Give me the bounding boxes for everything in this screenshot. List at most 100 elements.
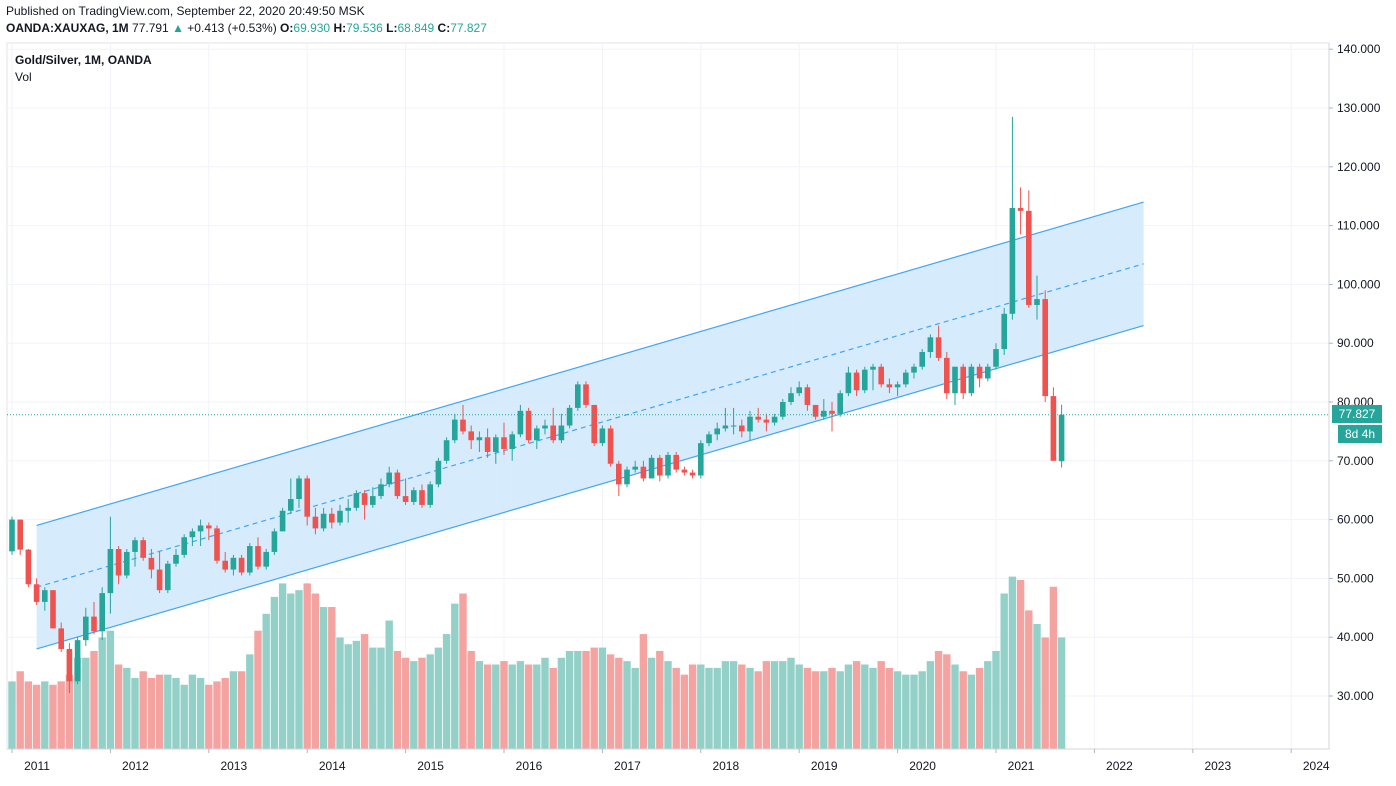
time-tick-label: 2017 <box>614 759 641 773</box>
candle-body <box>304 478 310 517</box>
time-tick-label: 2013 <box>220 759 247 773</box>
candle-body <box>279 510 286 532</box>
candle-body <box>878 366 884 385</box>
candle-body <box>173 554 179 564</box>
candle-body <box>452 419 458 441</box>
candle-body <box>665 454 671 476</box>
candle-body <box>247 546 253 573</box>
last-price: 77.791 <box>132 21 169 35</box>
volume-bar <box>746 667 754 749</box>
candle-body <box>443 440 450 461</box>
candle-body <box>132 540 138 552</box>
candle-body <box>427 484 433 505</box>
volume-bar <box>828 667 836 749</box>
channel-middle-line[interactable] <box>36 263 1144 588</box>
candle-body <box>460 419 466 432</box>
candle-body <box>960 366 966 394</box>
volume-bar <box>82 657 90 749</box>
volume-bar <box>24 681 33 749</box>
volume-bar <box>951 664 959 749</box>
candle-body <box>517 410 524 435</box>
volume-bar <box>762 661 771 749</box>
candle-body <box>42 590 48 602</box>
candle-body <box>165 563 171 591</box>
time-tick-label: 2018 <box>712 759 739 773</box>
candle-body <box>484 437 491 452</box>
volume-bar <box>705 667 713 749</box>
candle-body <box>829 410 835 414</box>
volume-bar <box>410 661 418 749</box>
volume-bar <box>975 667 984 749</box>
volume-bar <box>360 634 369 749</box>
volume-bar <box>926 661 935 749</box>
parallel-channel[interactable] <box>36 201 1144 650</box>
volume-bar <box>984 661 992 749</box>
time-tick-label: 2021 <box>1008 759 1035 773</box>
volume-bar <box>557 657 566 749</box>
volume-bar <box>770 661 779 749</box>
candle-body <box>378 484 384 497</box>
channel-upper-line[interactable] <box>36 201 1144 527</box>
volume-bar <box>803 667 812 749</box>
candle-body <box>591 404 597 444</box>
published-note: Published on TradingView.com, September … <box>6 4 365 18</box>
volume-bar <box>278 583 287 749</box>
time-tick-label: 2011 <box>24 759 50 773</box>
candle-body <box>493 437 499 452</box>
quote-line: OANDA:XAUXAG, 1M 77.791 ▲ +0.413 (+0.53%… <box>6 21 487 35</box>
volume-bar <box>779 661 787 749</box>
candle-body <box>812 404 819 417</box>
candle-body <box>91 616 97 632</box>
series-legend[interactable]: Gold/Silver, 1M, OANDA <box>15 53 152 67</box>
candle-body <box>870 366 876 370</box>
price-tick-label: 70.000 <box>1337 454 1374 468</box>
volume-bar <box>352 640 361 749</box>
volume-bar <box>492 664 500 749</box>
volume-bar <box>196 678 205 749</box>
volume-bar <box>65 674 74 749</box>
volume-bar <box>114 664 123 749</box>
candle-body <box>320 513 327 529</box>
price-tick-label: 110.000 <box>1337 219 1380 233</box>
volume-bar <box>344 644 352 749</box>
candle-body <box>107 549 114 594</box>
volume-bar <box>943 654 951 749</box>
candle-body <box>673 454 679 470</box>
volume-bar <box>1000 593 1008 749</box>
volume-bar <box>893 671 902 749</box>
candle-body <box>222 560 228 570</box>
volume-bar <box>123 667 131 749</box>
candle-body <box>1042 299 1048 397</box>
volume-bar <box>426 654 434 749</box>
candle-body <box>17 519 23 550</box>
channel-lower-line[interactable] <box>36 324 1144 650</box>
candle-body <box>919 352 925 367</box>
low-value: 68.849 <box>397 21 435 35</box>
candle-body <box>648 457 655 479</box>
candle-body <box>862 369 868 391</box>
volume-bar <box>549 667 557 749</box>
volume-bar <box>180 684 188 749</box>
candle-body <box>976 366 983 379</box>
candle-body <box>419 490 425 505</box>
volume-bar <box>295 590 303 749</box>
price-tick-label: 130.000 <box>1337 101 1381 115</box>
candle-body <box>386 472 392 485</box>
candle-body <box>230 557 237 570</box>
volume-legend[interactable]: Vol <box>15 70 32 84</box>
volume-bar <box>8 681 16 749</box>
volume-bar <box>1041 637 1049 749</box>
time-axis[interactable]: 2011 2012 2013 2014 2015 2016 2017 2018 2019 2020… <box>11 749 1330 773</box>
volume-bar <box>811 671 820 749</box>
candle-body <box>771 416 778 423</box>
volume-bar <box>393 650 402 749</box>
price-axis[interactable]: 140.000 130.000 120.000 110.000 100.000 90.00… <box>1329 42 1381 703</box>
candle-body <box>509 434 515 450</box>
volume-bar <box>639 634 648 749</box>
volume-bar <box>877 661 885 749</box>
candle-body <box>903 372 909 385</box>
candle-body <box>566 407 573 426</box>
candle-body <box>312 516 319 529</box>
candle-body <box>935 337 942 358</box>
